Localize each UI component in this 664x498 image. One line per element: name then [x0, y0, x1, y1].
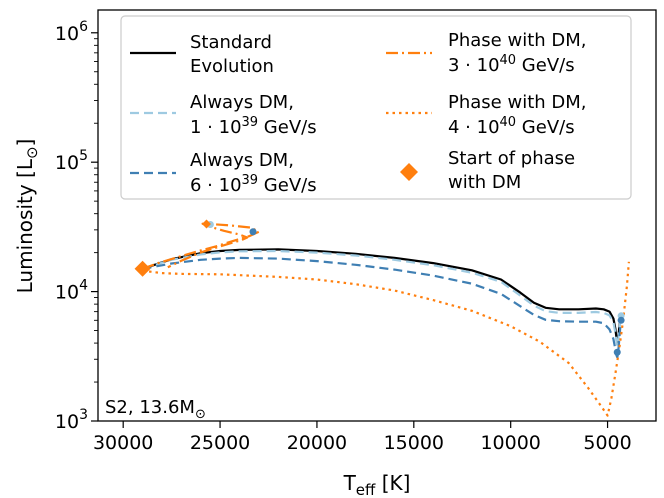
legend-entry-start-of-phase: Start of phase with DM	[400, 148, 575, 193]
y-tick-label: 105	[55, 148, 88, 174]
legend-swatch-diamond-marker	[400, 163, 418, 181]
legend-entry-standard-evolution: Standard Evolution	[130, 32, 274, 77]
legend: Standard Evolution Always DM, 1 · 1039 G…	[120, 15, 632, 200]
x-tick-label: 15000	[384, 432, 444, 454]
series-line-dm1e39	[142, 249, 623, 348]
legend-label-line1: Phase with DM,	[448, 92, 587, 113]
legend-label-line2: with DM	[448, 172, 521, 193]
series-line-std	[142, 248, 623, 345]
series-end-dot	[613, 348, 621, 356]
series-line-phase4e40	[142, 261, 630, 417]
legend-label-line1: Phase with DM,	[448, 30, 587, 51]
legend-label-line2: 3 · 1040 GeV/s	[448, 53, 575, 76]
legend-entry-phase-3e40: Phase with DM, 3 · 1040 GeV/s	[386, 30, 587, 76]
legend-label-line1: Always DM,	[190, 92, 294, 113]
series-layer	[142, 222, 630, 417]
x-tick-label: 10000	[480, 432, 540, 454]
series-end-dot	[249, 228, 257, 236]
x-tick-label: 20000	[287, 432, 347, 454]
legend-label-line2: 4 · 1040 GeV/s	[448, 115, 575, 138]
panel-label: S2, 13.6M⊙	[105, 397, 206, 422]
y-tick-label: 106	[55, 19, 88, 45]
legend-label-line1: Standard	[190, 32, 272, 53]
legend-entry-always-dm-1e39: Always DM, 1 · 1039 GeV/s	[130, 92, 317, 138]
legend-label-line2: Evolution	[190, 56, 274, 77]
start-of-phase-marker	[202, 219, 211, 229]
x-tick-label: 5000	[583, 432, 631, 454]
legend-label-line1: Always DM,	[190, 150, 294, 171]
legend-box	[120, 15, 632, 200]
legend-entry-always-dm-6e39: Always DM, 6 · 1039 GeV/s	[130, 150, 317, 196]
legend-label-line2: 6 · 1039 GeV/s	[190, 173, 317, 196]
marker-layer	[134, 219, 625, 356]
series-end-dot	[617, 316, 625, 324]
start-of-phase-marker	[134, 260, 151, 277]
legend-label-line1: Start of phase	[448, 148, 575, 169]
legend-entry-phase-4e40: Phase with DM, 4 · 1040 GeV/s	[386, 92, 587, 138]
series-line-dm6e39	[142, 256, 623, 359]
legend-label-line2: 1 · 1039 GeV/s	[190, 115, 317, 138]
x-axis-label: Teff [K]	[343, 471, 411, 498]
y-axis-label: Luminosity [L⊙]	[13, 139, 41, 294]
x-tick-label: 30000	[93, 432, 153, 454]
x-tick-label: 25000	[190, 432, 250, 454]
plot-frame	[97, 9, 657, 422]
series-line-phase3e40	[142, 222, 260, 270]
y-tick-label: 104	[55, 278, 88, 304]
tick-layer: 30000 25000 20000 15000 10000 5000 103 104 105 10…	[55, 19, 632, 454]
y-tick-label: 103	[55, 407, 88, 433]
